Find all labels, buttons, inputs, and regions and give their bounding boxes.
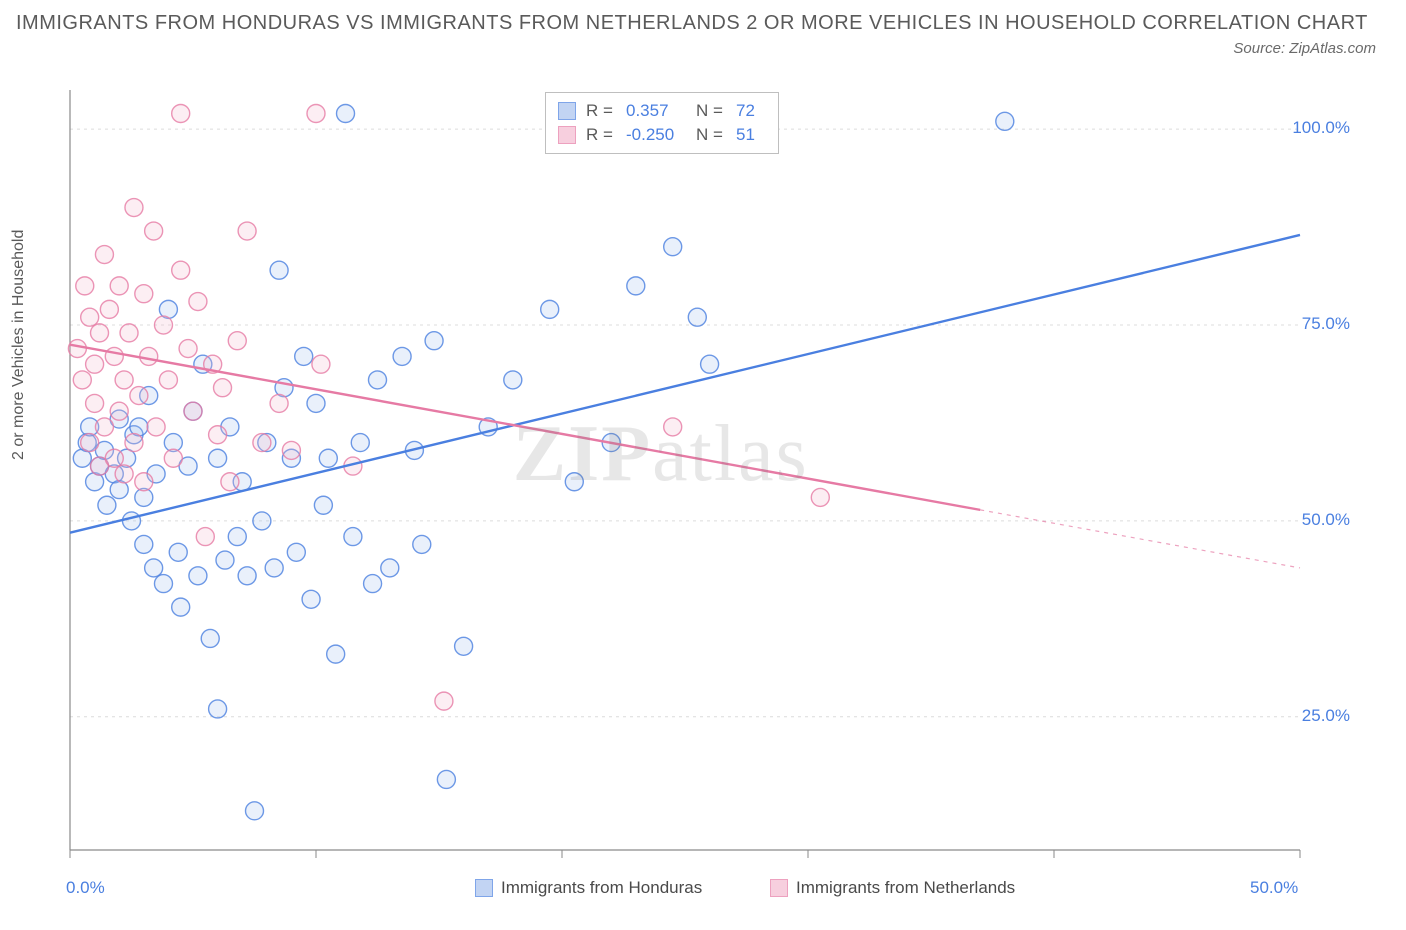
y-axis-label: 2 or more Vehicles in Household [10, 230, 28, 460]
legend-item-netherlands: Immigrants from Netherlands [770, 878, 1015, 898]
legend-label-honduras: Immigrants from Honduras [501, 878, 702, 898]
xtick-label: 0.0% [66, 878, 105, 898]
legend-item-honduras: Immigrants from Honduras [475, 878, 702, 898]
legend-label-netherlands: Immigrants from Netherlands [796, 878, 1015, 898]
ytick-label: 50.0% [1302, 510, 1350, 530]
legend-swatch-honduras [475, 879, 493, 897]
legend-correlation-row: R =-0.250N =51 [558, 123, 766, 147]
legend-correlation-box: R =0.357N =72R =-0.250N =51 [545, 92, 779, 154]
legend-correlation-row: R =0.357N =72 [558, 99, 766, 123]
source-attribution: Source: ZipAtlas.com [1233, 40, 1376, 57]
chart-svg [50, 80, 1350, 870]
chart-container: IMMIGRANTS FROM HONDURAS VS IMMIGRANTS F… [0, 0, 1406, 930]
ytick-label: 25.0% [1302, 706, 1350, 726]
plot-area: ZIPatlas 25.0%50.0%75.0%100.0% 0.0%50.0%… [50, 80, 1350, 870]
ytick-label: 100.0% [1292, 118, 1350, 138]
xtick-label: 50.0% [1250, 878, 1298, 898]
legend-swatch-netherlands [770, 879, 788, 897]
ytick-label: 75.0% [1302, 314, 1350, 334]
source-name: ZipAtlas.com [1289, 40, 1376, 57]
chart-title: IMMIGRANTS FROM HONDURAS VS IMMIGRANTS F… [16, 10, 1368, 36]
source-prefix: Source: [1233, 40, 1285, 57]
